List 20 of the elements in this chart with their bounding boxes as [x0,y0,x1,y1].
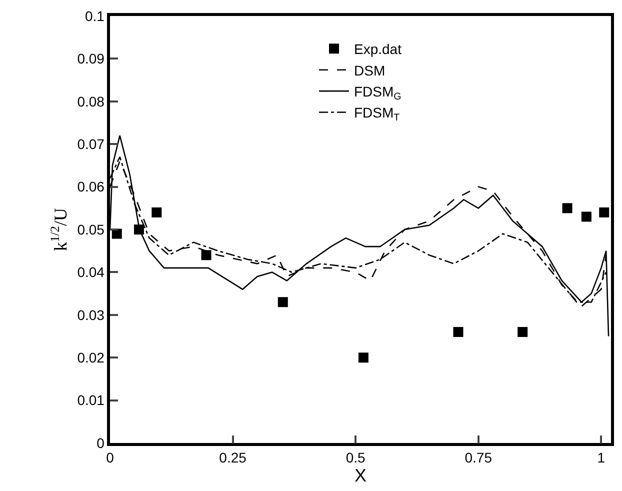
x-tick-label: 0.5 [346,450,366,466]
x-tick-label: 0.75 [464,450,492,466]
y-tick-label: 0.03 [77,306,105,323]
legend-label: FDSM$_{T}$ [354,104,400,124]
legend-label: Exp.dat [354,41,402,58]
x-axis-title: X [354,466,367,486]
y-tick-label: 0.01 [77,392,105,408]
legend-label: FDSM$_{G}$ [354,84,402,102]
y-tick-label: 0.04 [77,264,105,280]
y-tick-label: 0.05 [77,221,105,238]
y-tick-label: 0.08 [77,93,105,110]
y-tick-label: 0.1 [84,8,105,24]
y-tick-label: 0.02 [77,350,105,366]
legend-label: DSM [354,62,386,78]
x-tick-label: 1 [597,450,606,466]
y-tick-label: 0 [96,434,105,451]
y-tick-label: 0.06 [77,178,105,195]
x-tick-label: 0.25 [219,450,247,466]
y-tick-label: 0.09 [77,50,105,67]
y-tick-label: 0.07 [77,136,105,152]
